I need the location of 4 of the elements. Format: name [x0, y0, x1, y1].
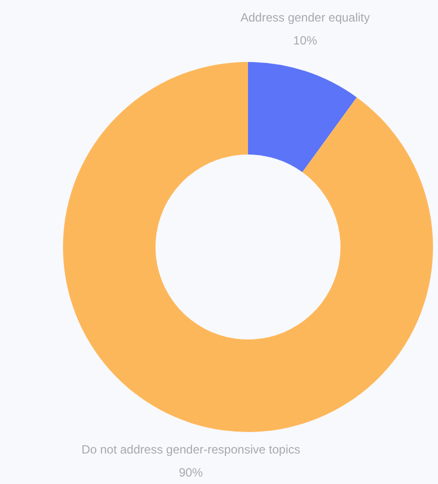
data-label: 90%: [178, 465, 204, 480]
data-label: 10%: [293, 33, 318, 48]
slice-label: Address gender equality: [240, 10, 370, 24]
slice-label: Do not address gender-responsive topics: [81, 442, 300, 456]
